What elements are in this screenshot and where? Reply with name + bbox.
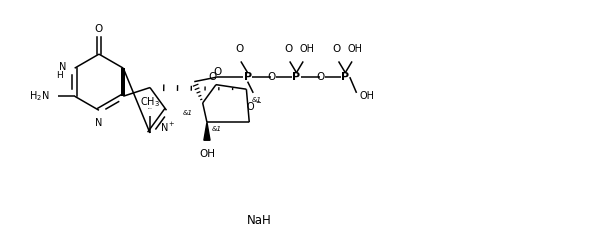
Text: P: P (243, 72, 252, 82)
Text: OH: OH (360, 91, 375, 101)
Text: P: P (341, 72, 349, 82)
Text: &1: &1 (212, 126, 222, 132)
Text: O: O (213, 67, 221, 77)
Text: H$_2$N: H$_2$N (30, 89, 50, 103)
Text: N: N (60, 62, 67, 72)
Text: N: N (95, 118, 103, 128)
Text: H: H (56, 71, 63, 80)
Text: CH$_3$: CH$_3$ (140, 95, 160, 109)
Text: OH: OH (299, 44, 314, 54)
Text: OH: OH (199, 149, 215, 159)
Text: O: O (267, 72, 275, 82)
Text: O: O (316, 72, 324, 82)
Text: O: O (235, 44, 243, 54)
Text: &1: &1 (183, 110, 193, 116)
Text: N$^+$: N$^+$ (160, 121, 175, 134)
Text: O: O (209, 72, 217, 82)
Text: O$^-$: O$^-$ (246, 100, 262, 112)
Text: P: P (293, 72, 300, 82)
Polygon shape (204, 122, 210, 140)
Text: OH: OH (348, 44, 363, 54)
Text: O: O (284, 44, 292, 54)
Text: O: O (333, 44, 341, 54)
Text: NaH: NaH (246, 214, 271, 227)
Text: &1: &1 (252, 97, 262, 103)
Text: O: O (95, 24, 103, 35)
Text: methyl: methyl (148, 108, 152, 109)
